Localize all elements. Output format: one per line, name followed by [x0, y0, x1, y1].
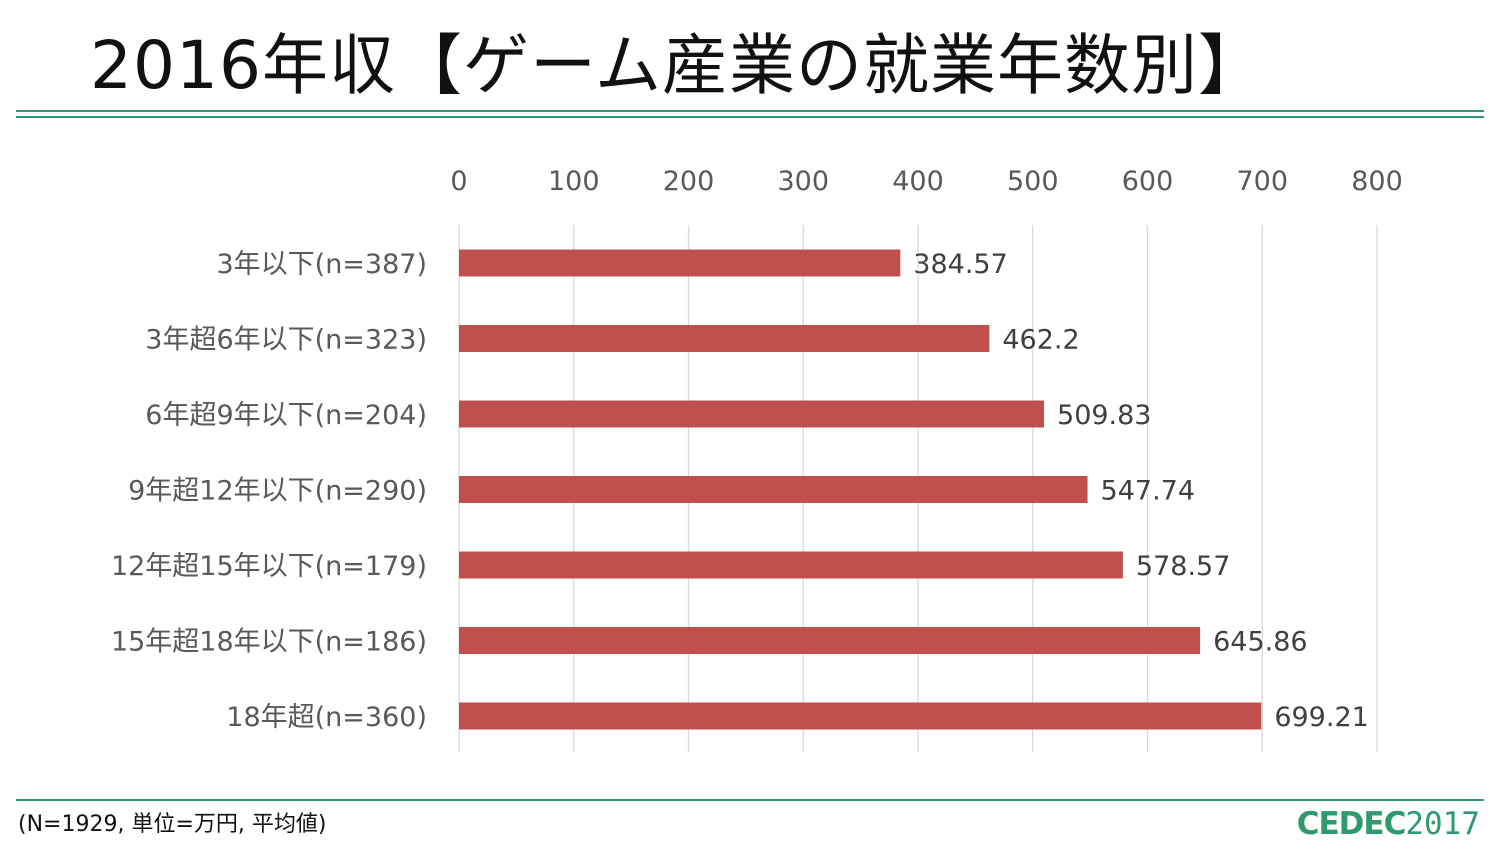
value-label: 578.57 [1136, 551, 1230, 582]
x-tick-label: 700 [1236, 166, 1288, 197]
bar [459, 702, 1262, 730]
title-underline-bottom [16, 116, 1484, 118]
cedec-logo: CEDEC2017 [1297, 806, 1480, 842]
x-tick-label: 500 [1007, 166, 1059, 197]
bar [459, 400, 1045, 428]
category-label: 3年超6年以下(n=323) [145, 325, 427, 356]
x-tick-label: 800 [1351, 166, 1403, 197]
title-underline-top [16, 110, 1484, 112]
x-tick-label: 600 [1122, 166, 1174, 197]
x-tick-label: 400 [892, 166, 944, 197]
category-labels: 3年以下(n=387) 3年超6年以下(n=323) 6年超9年以下(n=204) 9… [111, 249, 427, 733]
value-label: 462.2 [1002, 325, 1079, 356]
category-label: 6年超9年以下(n=204) [145, 400, 427, 431]
bar [459, 476, 1088, 503]
x-tick-label: 200 [663, 166, 715, 197]
bars [459, 249, 1262, 730]
bar [459, 551, 1123, 579]
footnote: (N=1929, 単位=万円, 平均値) [18, 812, 327, 837]
x-tick-label: 0 [450, 166, 467, 197]
bar [459, 325, 990, 352]
value-label: 699.21 [1274, 702, 1368, 733]
x-tick-label: 100 [548, 166, 600, 197]
category-label: 3年以下(n=387) [216, 249, 427, 280]
category-label: 18年超(n=360) [226, 702, 427, 733]
bar [459, 249, 901, 277]
x-axis-ticks: 0 100 200 300 400 500 600 700 800 [450, 166, 1402, 197]
value-label: 384.57 [913, 249, 1007, 280]
x-tick-label: 300 [777, 166, 829, 197]
logo-year-text: 2017 [1405, 806, 1480, 842]
value-label: 645.86 [1213, 627, 1307, 658]
category-label: 9年超12年以下(n=290) [128, 476, 427, 507]
logo-main-text: CEDEC [1296, 806, 1407, 842]
category-label: 15年超18年以下(n=186) [111, 627, 427, 658]
bar [459, 627, 1201, 654]
value-label: 509.83 [1057, 400, 1151, 431]
page-title: 2016年収【ゲーム産業の就業年数別】 [90, 27, 1265, 104]
value-label: 547.74 [1101, 476, 1195, 507]
category-label: 12年超15年以下(n=179) [111, 551, 427, 582]
footer-divider [16, 799, 1484, 801]
value-labels: 384.57 462.2 509.83 547.74 578.57 645.86 699.2… [913, 249, 1369, 733]
